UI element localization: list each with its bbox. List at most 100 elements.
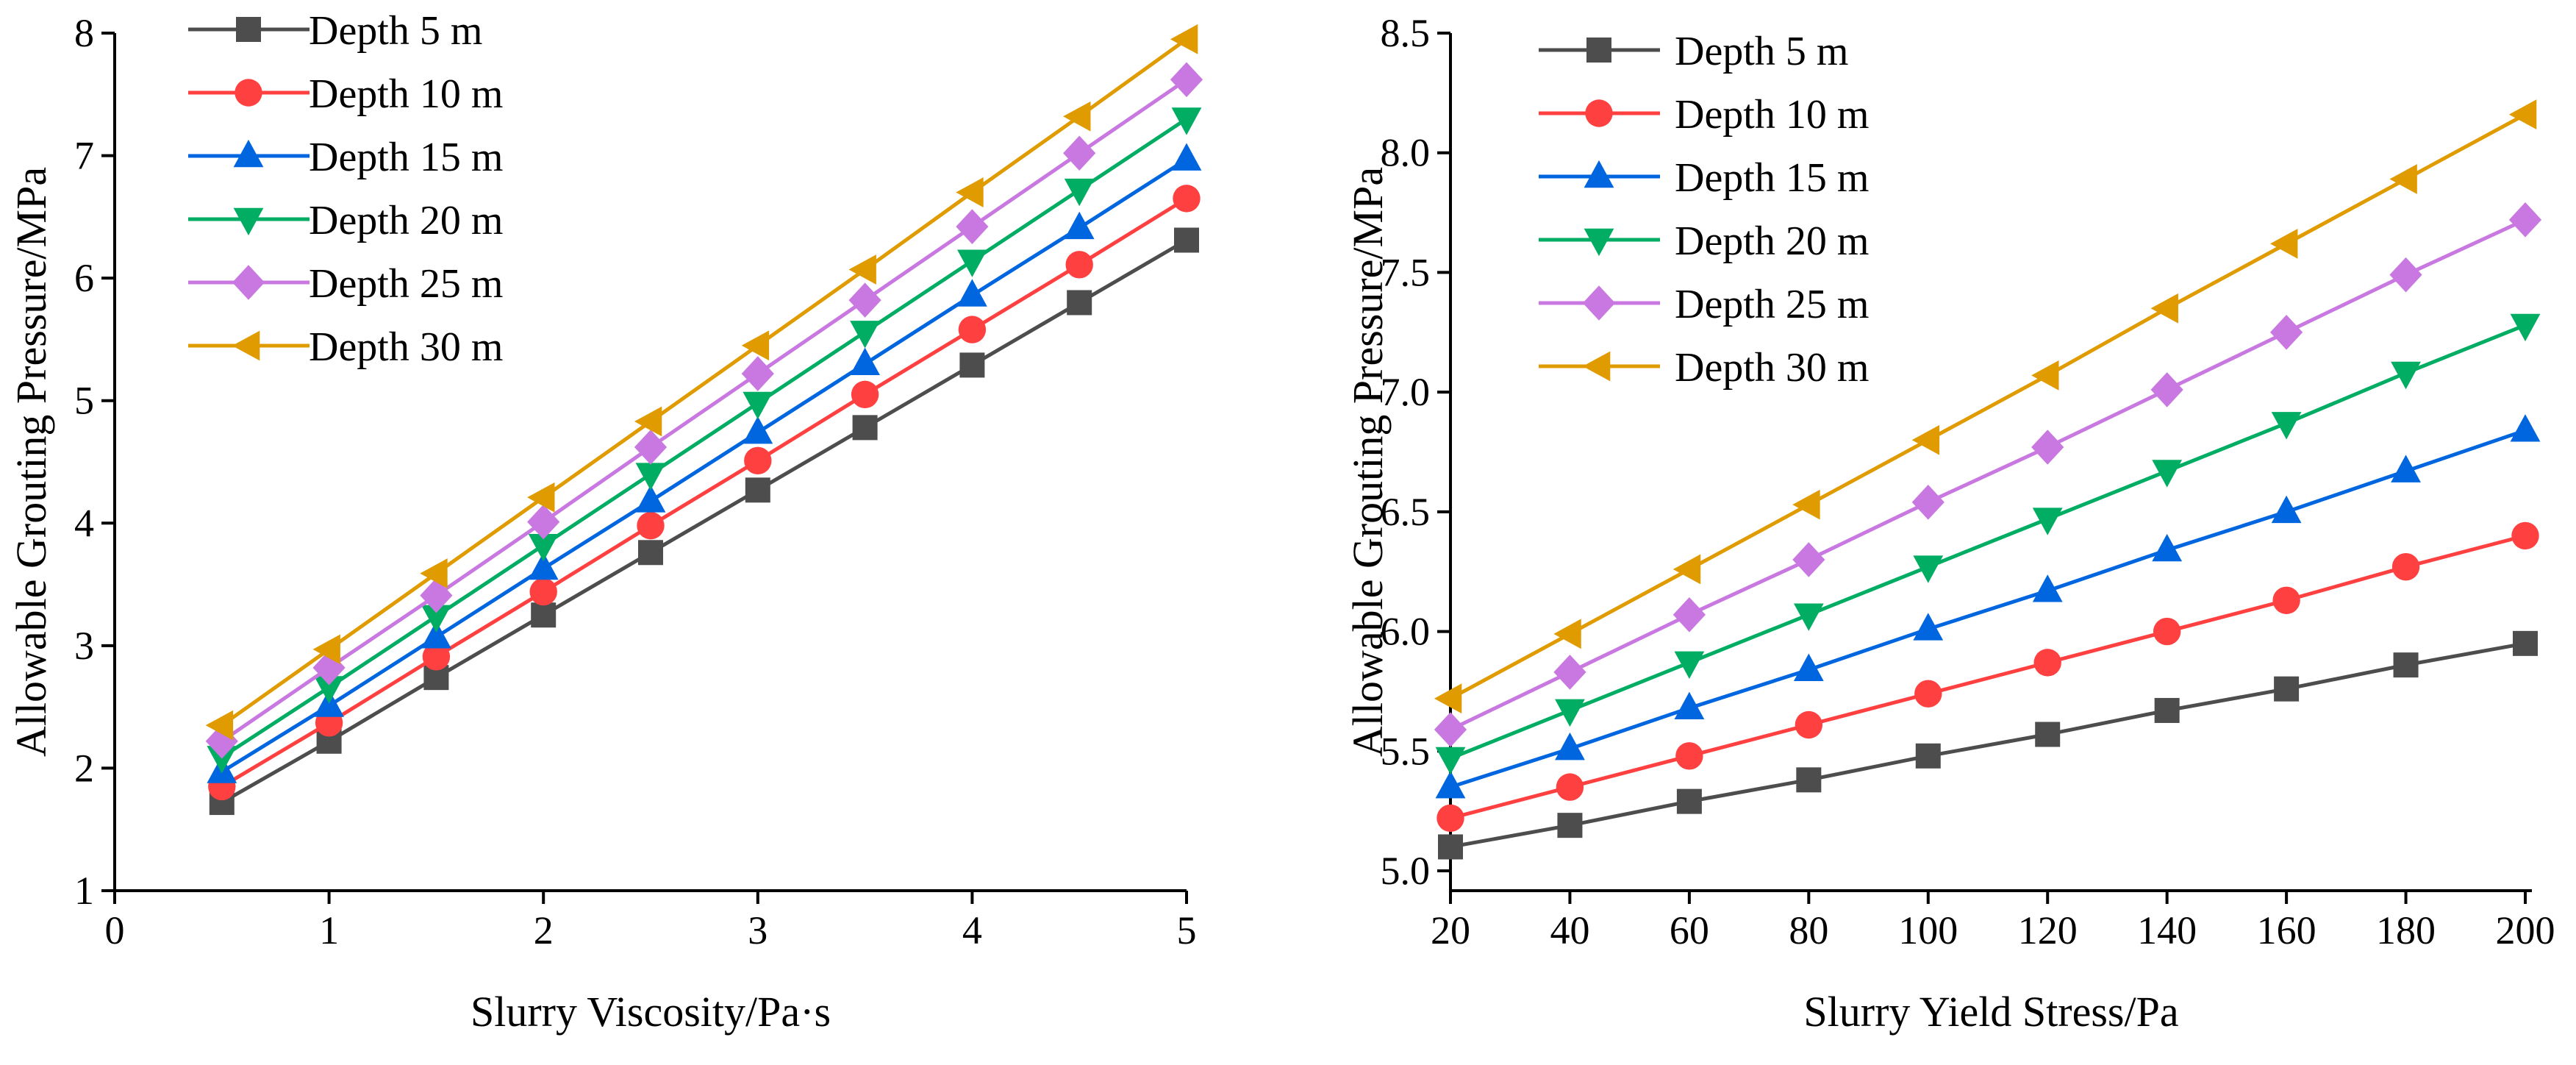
x-tick-label: 4 bbox=[962, 908, 982, 952]
circle-marker bbox=[1795, 710, 1823, 739]
y-tick-label: 7.0 bbox=[1381, 370, 1431, 414]
triangle-left-marker bbox=[1672, 554, 1701, 585]
y-axis-title: Allowable Grouting Pressure/MPa bbox=[1344, 167, 1392, 757]
diamond-marker bbox=[1434, 712, 1467, 747]
circle-marker bbox=[637, 511, 665, 540]
series-line bbox=[221, 196, 1188, 788]
diamond-marker bbox=[848, 282, 881, 318]
circle-marker bbox=[2511, 521, 2539, 550]
series-depth-25-m bbox=[1434, 202, 2542, 747]
square-marker bbox=[2035, 722, 2061, 747]
y-tick-label: 2 bbox=[74, 746, 94, 790]
series-line bbox=[221, 238, 1188, 805]
series-line bbox=[1450, 428, 2526, 789]
y-tick-label: 7.5 bbox=[1381, 250, 1431, 294]
diamond-marker bbox=[634, 430, 668, 465]
x-tick-label: 0 bbox=[105, 908, 125, 952]
square-marker bbox=[2393, 652, 2419, 678]
triangle-up-marker bbox=[1435, 771, 1466, 799]
diamond-marker bbox=[1063, 135, 1096, 171]
triangle-left-marker bbox=[1911, 424, 1940, 455]
triangle-up-marker bbox=[1793, 653, 1824, 681]
x-tick-label: 80 bbox=[1789, 908, 1828, 952]
diamond-marker bbox=[527, 504, 560, 540]
diamond-marker bbox=[2031, 430, 2064, 465]
x-tick-label: 60 bbox=[1670, 908, 1709, 952]
series-depth-30-m bbox=[1434, 99, 2537, 714]
circle-marker bbox=[1065, 251, 1093, 279]
circle-marker bbox=[2272, 586, 2300, 614]
triangle-down-marker bbox=[314, 676, 344, 704]
triangle-down-marker bbox=[233, 207, 264, 236]
diamond-marker bbox=[1792, 542, 1825, 577]
y-tick-label: 3 bbox=[74, 624, 94, 668]
triangle-up-marker bbox=[2510, 414, 2541, 442]
circle-marker bbox=[1173, 185, 1201, 213]
circle-marker bbox=[958, 316, 987, 343]
triangle-up-marker bbox=[421, 621, 451, 649]
square-marker bbox=[1796, 767, 1822, 793]
triangle-left-marker bbox=[527, 482, 555, 513]
diamond-marker bbox=[2270, 314, 2303, 350]
triangle-up-marker bbox=[2032, 574, 2063, 602]
square-marker bbox=[638, 540, 663, 566]
y-tick-label: 5 bbox=[74, 379, 94, 423]
triangle-down-marker bbox=[1555, 699, 1585, 727]
triangle-down-marker bbox=[850, 321, 880, 349]
triangle-up-marker bbox=[233, 139, 264, 168]
series-depth-25-m bbox=[205, 62, 1203, 759]
circle-marker bbox=[1556, 773, 1584, 801]
triangle-left-marker bbox=[2508, 99, 2537, 130]
series-line bbox=[1449, 218, 2527, 732]
series-depth-30-m bbox=[205, 24, 1198, 741]
triangle-left-marker bbox=[1582, 351, 1611, 382]
y-tick-label: 1 bbox=[74, 869, 94, 913]
series-line bbox=[221, 157, 1188, 774]
diamond-marker bbox=[2508, 202, 2542, 238]
y-tick-label: 5.0 bbox=[1381, 849, 1431, 893]
legend-label: Depth 30 m bbox=[1675, 345, 1869, 391]
square-marker bbox=[852, 415, 878, 441]
triangle-left-marker bbox=[312, 634, 340, 665]
y-tick-label: 4 bbox=[74, 501, 94, 545]
series-line bbox=[1449, 113, 2527, 700]
triangle-left-marker bbox=[205, 710, 234, 741]
triangle-down-marker bbox=[957, 249, 987, 277]
x-tick-label: 160 bbox=[2257, 908, 2316, 952]
triangle-down-marker bbox=[2391, 361, 2421, 390]
triangle-down-marker bbox=[1435, 747, 1466, 775]
x-tick-label: 180 bbox=[2376, 908, 2436, 952]
square-marker bbox=[1067, 290, 1092, 316]
circle-marker bbox=[529, 577, 557, 606]
triangle-down-marker bbox=[2032, 507, 2063, 535]
triangle-up-marker bbox=[1674, 691, 1705, 720]
x-tick-label: 40 bbox=[1550, 908, 1589, 952]
diamond-marker bbox=[1553, 655, 1586, 690]
triangle-up-marker bbox=[1171, 143, 1202, 171]
triangle-down-marker bbox=[635, 463, 666, 491]
triangle-left-marker bbox=[848, 254, 876, 285]
x-tick-label: 1 bbox=[319, 908, 339, 952]
series-line bbox=[1450, 533, 2526, 820]
square-marker bbox=[236, 17, 261, 42]
series-depth-5-m bbox=[1438, 630, 2538, 860]
triangle-down-marker bbox=[1674, 651, 1705, 679]
triangle-left-marker bbox=[2389, 164, 2417, 194]
triangle-left-marker bbox=[956, 177, 984, 207]
series-depth-5-m bbox=[209, 227, 1199, 816]
triangle-left-marker bbox=[1434, 683, 1462, 714]
circle-marker bbox=[2153, 617, 2181, 646]
chart-panel-2: 20 40 60 80 100 120 140 160 180 200 5.0 5.5 6.0 6.5 7.… bbox=[1344, 11, 2555, 1036]
circle-marker bbox=[2033, 649, 2061, 677]
square-marker bbox=[1557, 813, 1583, 838]
triangle-down-marker bbox=[1171, 107, 1202, 135]
legend-label: Depth 25 m bbox=[1675, 282, 1869, 327]
circle-marker bbox=[744, 446, 772, 475]
y-tick-label: 8.5 bbox=[1381, 11, 1431, 55]
diamond-marker bbox=[232, 265, 265, 300]
circle-marker bbox=[1585, 99, 1613, 127]
square-marker bbox=[531, 602, 557, 628]
diamond-marker bbox=[1672, 596, 1706, 633]
x-tick-label: 120 bbox=[2018, 908, 2078, 952]
series-line bbox=[221, 78, 1188, 743]
